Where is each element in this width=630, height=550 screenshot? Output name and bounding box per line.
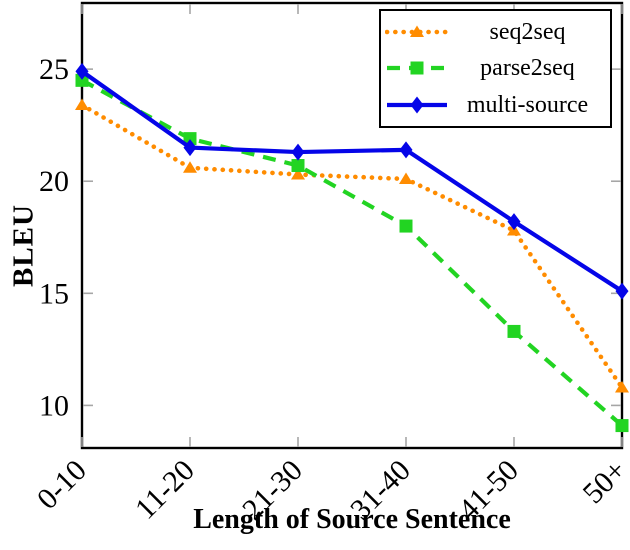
data-point-multi-source [291, 143, 305, 161]
legend-marker-parse2seq [410, 61, 424, 75]
legend-item-parse2seq: parse2seq [385, 56, 606, 80]
series-multi-source [75, 62, 629, 300]
data-point-parse2seq [183, 132, 197, 146]
data-point-seq2seq [615, 380, 629, 393]
legend: seq2seq parse2seq multi-source [379, 9, 612, 128]
y-tick-label: 20 [39, 165, 69, 198]
data-point-multi-source [399, 141, 413, 159]
data-point-parse2seq [507, 324, 521, 338]
triangle-line-sample-icon [385, 25, 449, 38]
data-point-multi-source [507, 213, 521, 231]
data-point-seq2seq [75, 98, 89, 111]
legend-label: seq2seq [489, 19, 566, 46]
legend-item-multi-source: multi-source [385, 93, 606, 117]
x-tick-label: 50+ [576, 454, 630, 511]
legend-marker-multi-source [410, 96, 424, 114]
data-point-multi-source [183, 139, 197, 157]
series-line-parse2seq [81, 78, 624, 428]
diamond-line-sample-icon [387, 96, 447, 114]
data-point-parse2seq [291, 159, 305, 173]
series-line-seq2seq [79, 102, 625, 390]
y-tick-label: 10 [39, 389, 69, 422]
series-seq2seq [75, 98, 629, 393]
y-tick-label: 25 [39, 53, 69, 86]
legend-label: parse2seq [480, 55, 575, 82]
y-axis-title: BLEU [7, 204, 40, 287]
legend-item-seq2seq: seq2seq [385, 20, 606, 44]
data-point-seq2seq [291, 167, 305, 180]
legend-label: multi-source [466, 91, 589, 118]
x-axis-title: Length of Source Sentence [193, 504, 511, 535]
data-point-multi-source [75, 62, 89, 80]
legend-marker-seq2seq [410, 25, 424, 38]
data-point-multi-source [615, 282, 629, 300]
data-point-parse2seq [75, 73, 89, 87]
data-point-parse2seq [399, 219, 413, 233]
square-line-sample-icon [387, 61, 447, 75]
data-point-parse2seq [615, 419, 629, 433]
data-point-seq2seq [399, 172, 413, 184]
axis-border [80, 1, 624, 450]
data-point-seq2seq [183, 161, 197, 173]
series-parse2seq [75, 73, 629, 433]
series-line-multi-source [80, 69, 624, 293]
y-tick-label: 15 [39, 277, 69, 310]
